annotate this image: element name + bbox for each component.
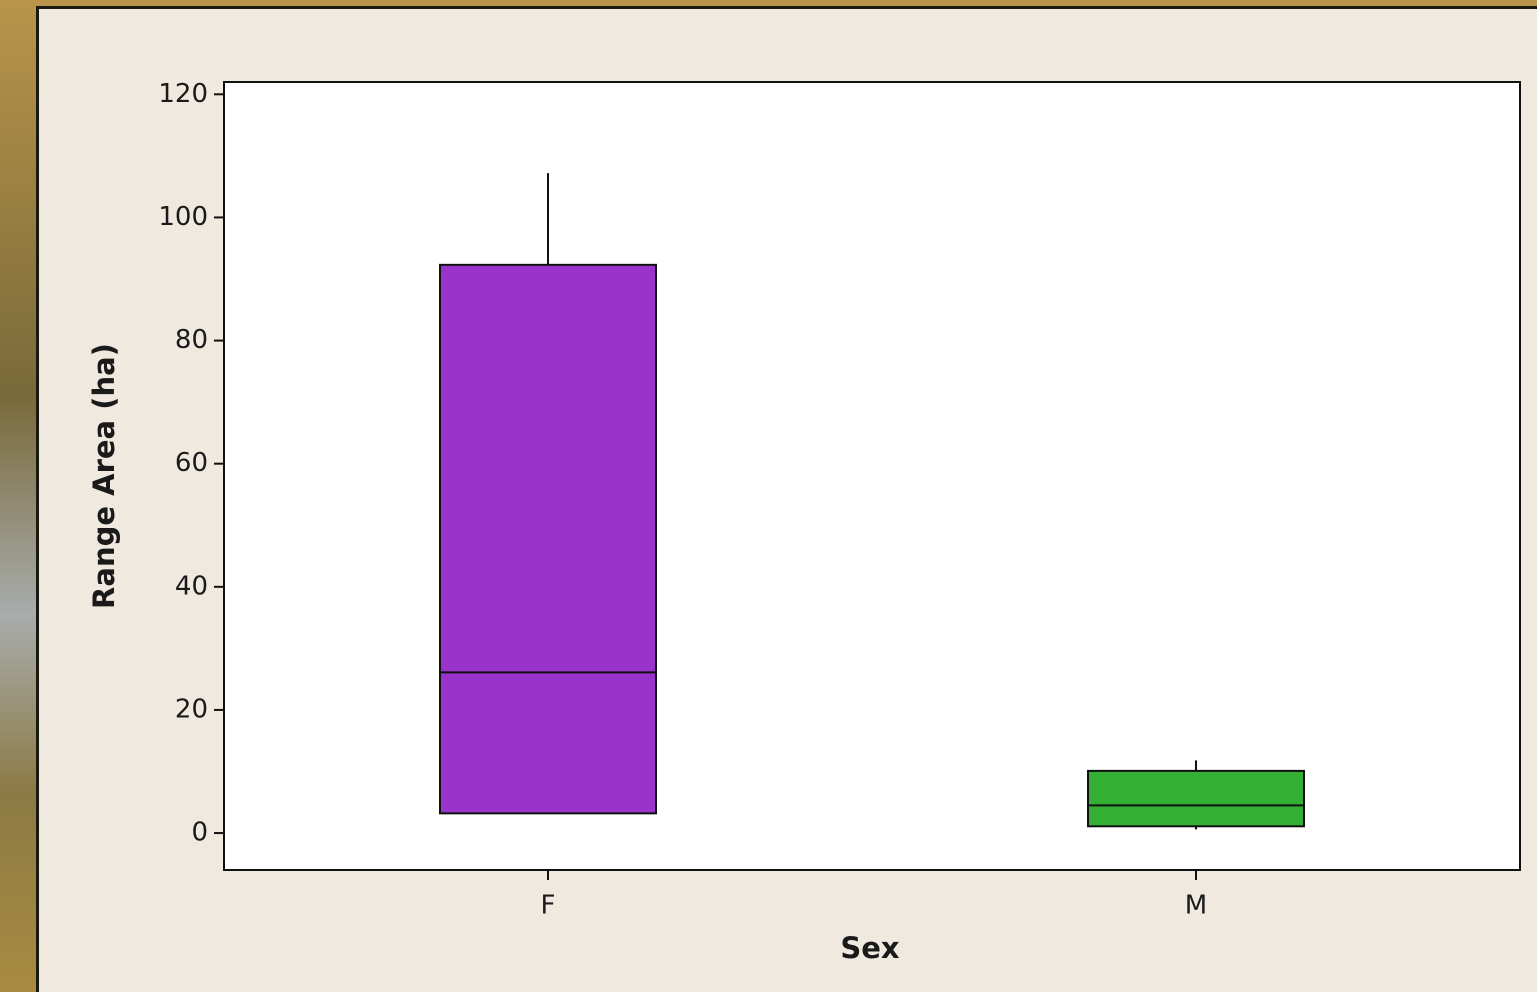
x-tick-label: M <box>1185 891 1207 921</box>
plot-area <box>223 81 1521 871</box>
y-tick-label: 60 <box>175 448 208 478</box>
y-axis-label: Range Area (ha) <box>87 343 121 609</box>
y-tick-label: 120 <box>158 79 208 109</box>
y-tick-label: 80 <box>175 325 208 355</box>
y-tick-label: 20 <box>175 694 208 724</box>
x-tick-label: F <box>541 891 556 921</box>
box <box>1087 769 1305 828</box>
y-tick-label: 40 <box>175 571 208 601</box>
box <box>439 263 657 815</box>
x-axis-label: Sex <box>840 931 900 965</box>
y-tick-label: 0 <box>191 818 208 848</box>
y-tick-label: 100 <box>158 202 208 232</box>
